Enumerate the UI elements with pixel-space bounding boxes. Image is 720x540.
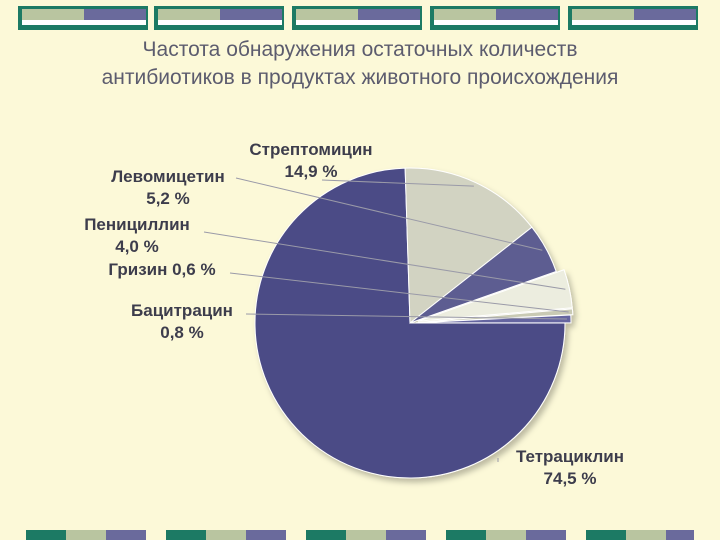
pie-slice-6 [415, 314, 572, 324]
pie-slice-1 [254, 167, 566, 479]
slice-label-1-line-2: 74,5 % [544, 469, 597, 488]
pie-labels: Тетрациклин 74,5 % Стрептомицин 14,9 % Левом… [84, 140, 624, 488]
pie-slice-2 [404, 167, 533, 325]
slice-label-2-line-2: 14,9 % [285, 162, 338, 181]
deco-block-3 [292, 6, 422, 30]
slice-label-2-line-1: Стрептомицин [249, 140, 372, 159]
slide-title: Частота обнаружения остаточных количеств… [0, 36, 720, 92]
leader-line-2 [321, 179, 474, 187]
leader-line-6 [245, 313, 567, 320]
deco-block-4 [430, 6, 560, 30]
slice-label-6-line-1: Бацитрацин [131, 301, 233, 320]
deco-block-1 [18, 6, 148, 30]
bottom-decoration-bar [26, 530, 694, 540]
slide-title-line-1: Частота обнаружения остаточных количеств [142, 38, 578, 61]
leader-line-5 [229, 272, 569, 313]
slice-label-4-line-1: Пенициллин [84, 215, 190, 234]
top-decoration-bar [18, 6, 698, 30]
slice-label-3-line-2: 5,2 % [146, 189, 189, 208]
slice-label-3-line-1: Левомицетин [111, 167, 225, 186]
deco-block-5 [568, 6, 698, 30]
slide-title-line-2: антибиотиков в продуктах животного проис… [101, 66, 619, 89]
slice-label-1-line-1: Тетрациклин [516, 447, 624, 466]
slice-label-4-line-2: 4,0 % [115, 237, 158, 256]
slice-label-6-line-2: 0,8 % [160, 323, 203, 342]
leader-line-4 [203, 231, 566, 290]
pie-slice-5 [417, 308, 574, 323]
slice-label-5-line-1: Гризин 0,6 % [108, 260, 215, 279]
leader-line-3 [235, 177, 543, 251]
pie-slice-3 [409, 226, 557, 324]
pie-slices [254, 167, 574, 479]
deco-block-2 [154, 6, 284, 30]
